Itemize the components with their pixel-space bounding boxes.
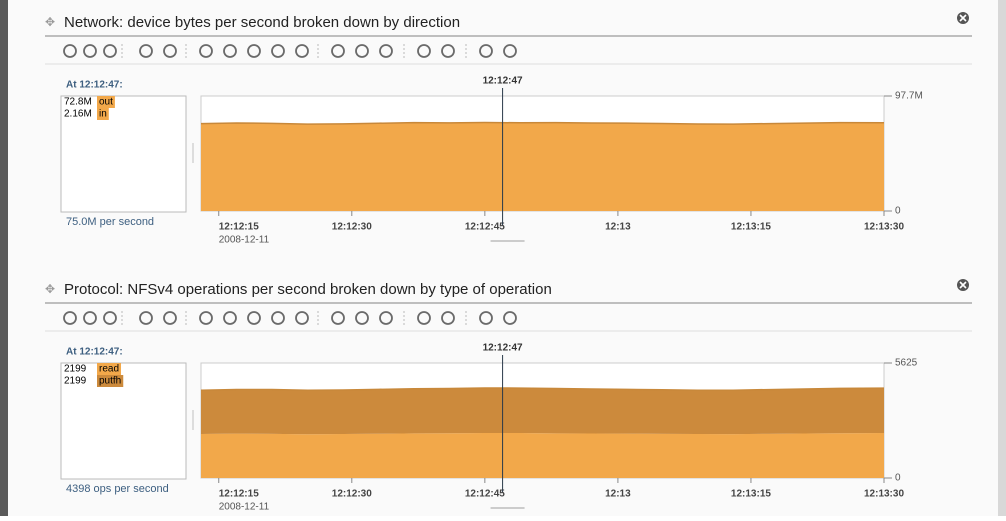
x-tick-label: 12:12:15 bbox=[219, 222, 259, 233]
toolbar-icon bbox=[271, 44, 285, 58]
toolbar-icon bbox=[199, 44, 213, 58]
area-edge bbox=[200, 121, 885, 125]
legend-name: out bbox=[99, 97, 113, 108]
area bbox=[201, 208, 884, 211]
area bbox=[201, 387, 884, 435]
date-label: 2008-12-11 bbox=[219, 235, 270, 246]
toolbar-icon bbox=[199, 311, 213, 325]
toolbar-icon bbox=[163, 44, 177, 58]
panel-title: Protocol: NFSv4 operations per second br… bbox=[64, 281, 552, 298]
y-tick-label: 0 bbox=[895, 473, 901, 484]
y-tick-label: 97.7M bbox=[895, 91, 923, 102]
legend-name: in bbox=[99, 109, 107, 120]
x-tick-label: 12:12:30 bbox=[332, 222, 372, 233]
toolbar-icon bbox=[479, 311, 493, 325]
x-tick-label: 12:12:45 bbox=[465, 222, 505, 233]
toolbar-icon bbox=[63, 311, 77, 325]
toolbar-icon bbox=[139, 311, 153, 325]
legend-swatch[interactable] bbox=[97, 363, 122, 375]
drag-handle: ✥ bbox=[45, 15, 55, 29]
area bbox=[201, 122, 884, 209]
toolbar-icon bbox=[247, 44, 261, 58]
rate-label: 4398 ops per second bbox=[66, 483, 169, 495]
toolbar-icon bbox=[83, 44, 97, 58]
toolbar-icon bbox=[355, 311, 369, 325]
legend-name: read bbox=[99, 364, 119, 375]
legend-value: 72.8M bbox=[64, 97, 92, 108]
toolbar-icon bbox=[417, 311, 431, 325]
legend-value: 2199 bbox=[64, 364, 87, 375]
panel: ✥ Protocol: NFSv4 operations per second b… bbox=[45, 279, 972, 513]
toolbar-icon bbox=[295, 44, 309, 58]
cursor-label: 12:12:47 bbox=[483, 343, 523, 354]
legend-swatch[interactable] bbox=[97, 108, 109, 120]
toolbar-icon bbox=[63, 44, 77, 58]
toolbar-icon bbox=[83, 311, 97, 325]
panel-title: Network: device bytes per second broken … bbox=[64, 14, 460, 31]
cursor-caption: At 12:12:47: bbox=[66, 80, 123, 91]
toolbar-icon bbox=[417, 44, 431, 58]
x-tick-label: 12:13 bbox=[605, 222, 631, 233]
y-tick-label: 0 bbox=[895, 206, 901, 217]
toolbar-icon bbox=[355, 44, 369, 58]
toolbar-icon bbox=[103, 44, 117, 58]
legend-value: 2.16M bbox=[64, 109, 92, 120]
toolbar-icon bbox=[503, 44, 517, 58]
x-tick-label: 12:13:15 bbox=[731, 222, 771, 233]
toolbar-icon bbox=[479, 44, 493, 58]
toolbar-icon bbox=[379, 311, 393, 325]
panel: ✥ Network: device bytes per second broken… bbox=[45, 12, 972, 246]
toolbar-icon bbox=[295, 311, 309, 325]
window-edge bbox=[998, 0, 1006, 516]
toolbar-icon bbox=[331, 311, 345, 325]
toolbar-icon bbox=[223, 311, 237, 325]
y-tick-label: 5625 bbox=[895, 358, 918, 369]
window-edge bbox=[0, 0, 8, 516]
toolbar-icon bbox=[139, 44, 153, 58]
legend-box bbox=[60, 95, 187, 213]
close-x bbox=[959, 281, 967, 289]
legend-box bbox=[60, 362, 187, 480]
x-tick-label: 12:13:30 bbox=[864, 222, 904, 233]
toolbar-icon bbox=[379, 44, 393, 58]
x-tick-label: 12:13 bbox=[605, 489, 631, 500]
legend-swatch[interactable] bbox=[97, 375, 124, 387]
toolbar-icon bbox=[223, 44, 237, 58]
toolbar-icon bbox=[103, 311, 117, 325]
toolbar-icon bbox=[331, 44, 345, 58]
x-tick-label: 12:13:30 bbox=[864, 489, 904, 500]
cursor-label: 12:12:47 bbox=[483, 76, 523, 87]
area bbox=[201, 433, 884, 478]
x-tick-label: 12:12:45 bbox=[465, 489, 505, 500]
toolbar-icon bbox=[271, 311, 285, 325]
toolbar-icon bbox=[503, 311, 517, 325]
x-tick-label: 12:13:15 bbox=[731, 489, 771, 500]
legend-value: 2199 bbox=[64, 376, 87, 387]
legend-name: putfh bbox=[99, 376, 121, 387]
toolbar-icon bbox=[247, 311, 261, 325]
date-label: 2008-12-11 bbox=[219, 502, 270, 513]
close-x bbox=[959, 14, 967, 22]
cursor-caption: At 12:12:47: bbox=[66, 347, 123, 358]
toolbar-icon bbox=[441, 44, 455, 58]
drag-handle: ✥ bbox=[45, 282, 55, 296]
area-edge bbox=[200, 387, 885, 392]
legend-swatch[interactable] bbox=[97, 96, 115, 108]
toolbar-icon bbox=[163, 311, 177, 325]
toolbar-icon bbox=[441, 311, 455, 325]
rate-label: 75.0M per second bbox=[66, 216, 154, 228]
x-tick-label: 12:12:15 bbox=[219, 489, 259, 500]
x-tick-label: 12:12:30 bbox=[332, 489, 372, 500]
